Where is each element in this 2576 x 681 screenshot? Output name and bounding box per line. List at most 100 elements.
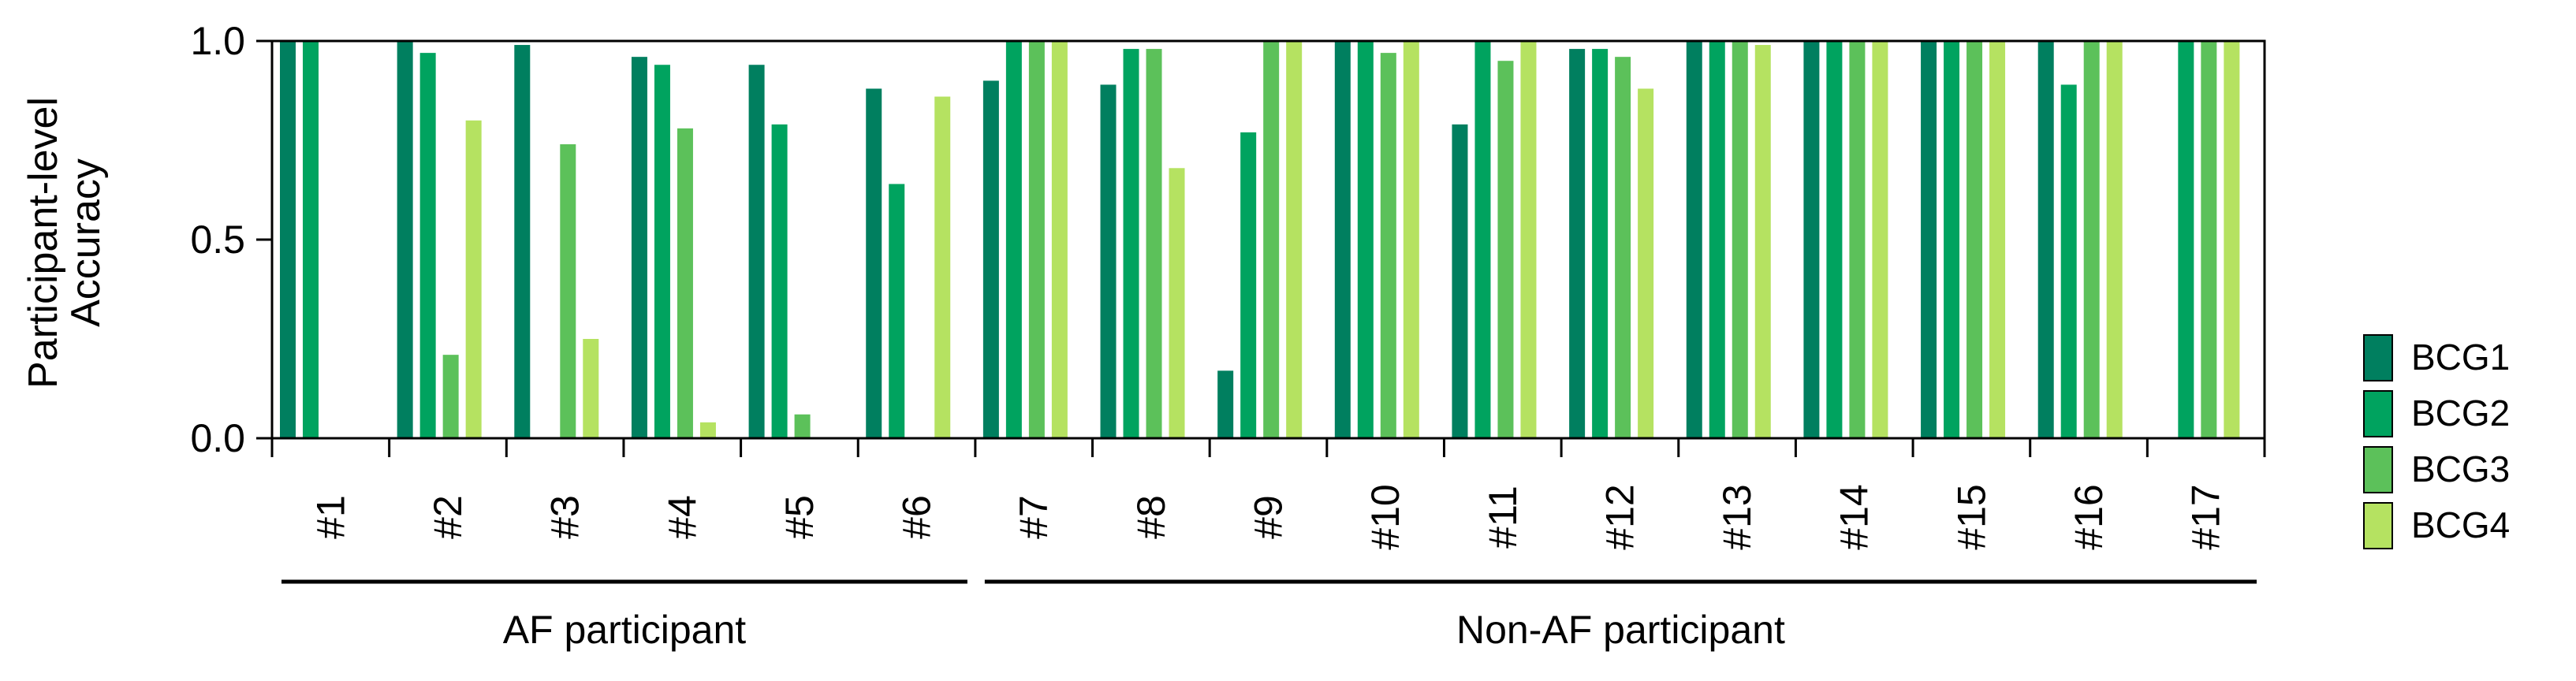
bar-bcg2-p13	[1709, 41, 1725, 438]
bar-bcg4-p16	[2106, 41, 2123, 438]
bar-bcg3-p4	[677, 128, 693, 438]
y-tick-label: 1.0	[190, 19, 245, 63]
bar-bcg3-p17	[2201, 41, 2217, 438]
bar-bcg4-p10	[1403, 41, 1419, 438]
bar-bcg2-p9	[1240, 132, 1257, 439]
bar-bcg2-p17	[2178, 41, 2194, 438]
group-label: AF participant	[503, 608, 747, 652]
y-tick-label: 0.5	[190, 218, 245, 262]
x-category-label: #3	[543, 495, 587, 539]
legend: BCG1 BCG2 BCG3 BCG4	[2363, 334, 2510, 549]
x-category-label: #4	[660, 495, 704, 539]
bar-bcg2-p4	[654, 65, 670, 439]
bar-bcg4-p11	[1520, 41, 1537, 438]
legend-label-bcg2: BCG2	[2411, 393, 2510, 434]
bar-bcg4-p14	[1872, 41, 1888, 438]
bar-bcg4-p3	[583, 339, 599, 438]
y-axis-label-line-1: Participant-level	[21, 97, 66, 389]
bar-bcg1-p6	[866, 88, 882, 438]
bar-bcg4-p2	[465, 120, 482, 439]
bar-bcg2-p10	[1357, 41, 1374, 438]
bar-bcg3-p2	[442, 355, 459, 438]
bar-bcg1-p7	[982, 80, 999, 439]
bar-bcg3-p7	[1028, 41, 1045, 438]
bar-bcg1-p5	[748, 65, 765, 439]
x-category-label: #5	[777, 495, 822, 539]
x-category-label: #2	[426, 495, 470, 539]
y-axis-label-line-2: Accuracy	[63, 158, 109, 327]
bar-bcg2-p8	[1123, 49, 1139, 439]
bar-bcg2-p5	[771, 124, 788, 438]
bar-bcg3-p16	[2083, 41, 2100, 438]
x-category-label: #10	[1363, 484, 1407, 549]
legend-label-bcg3: BCG3	[2411, 448, 2510, 489]
legend-swatch-bcg1	[2363, 334, 2393, 381]
bar-bcg3-p11	[1497, 61, 1514, 438]
x-category-label: #16	[2067, 484, 2111, 549]
legend-label-bcg4: BCG4	[2411, 504, 2510, 545]
x-category-label: #12	[1597, 484, 1642, 549]
bar-bcg1-p11	[1452, 124, 1468, 438]
bar-bcg2-p2	[419, 53, 436, 439]
bar-bcg3-p15	[1966, 41, 1983, 438]
bar-bcg2-p14	[1826, 41, 1843, 438]
y-tick-label: 0.0	[190, 416, 245, 460]
bar-bcg4-p4	[699, 422, 716, 438]
bar-bcg1-p2	[397, 41, 413, 438]
bar-bcg3-p3	[560, 144, 576, 439]
bar-bcg2-p16	[2060, 84, 2077, 438]
x-category-label: #6	[895, 495, 939, 539]
bar-bcg2-p11	[1474, 41, 1491, 438]
bar-bcg2-p15	[1944, 41, 1960, 438]
x-category-label: #15	[1949, 484, 1993, 549]
bar-bcg1-p9	[1217, 370, 1234, 438]
bar-bcg4-p13	[1754, 45, 1771, 438]
x-ticks-layer: #1 #2 #3 #4 #5 #6 #7 #8 #9 #10 #11 #12 #13 #14 #15 #16 #…	[270, 438, 2266, 550]
bar-bcg3-p14	[1849, 41, 1866, 438]
bar-bcg1-p14	[1803, 41, 1820, 438]
bar-bcg4-p17	[2224, 41, 2240, 438]
group-label: Non-AF participant	[1456, 608, 1785, 652]
x-category-label: #9	[1247, 495, 1291, 539]
y-ticks-layer: 0.0 0.5 1.0	[190, 19, 272, 460]
bar-bcg2-p1	[303, 41, 319, 438]
bar-bcg1-p3	[514, 45, 531, 438]
legend-swatch-bcg4	[2363, 502, 2393, 549]
bar-bcg3-p10	[1380, 53, 1396, 439]
bar-bcg3-p13	[1732, 41, 1748, 438]
bar-bcg1-p1	[280, 41, 296, 438]
bars-layer	[280, 41, 2240, 439]
bar-bcg4-p12	[1638, 88, 1654, 438]
x-category-label: #7	[1012, 495, 1056, 539]
legend-label-bcg1: BCG1	[2411, 337, 2510, 378]
bar-bcg1-p16	[2037, 41, 2054, 438]
x-category-label: #11	[1481, 486, 1525, 549]
bar-bcg1-p10	[1334, 41, 1351, 438]
bar-bcg4-p7	[1051, 41, 1068, 438]
legend-swatch-bcg3	[2363, 446, 2393, 493]
bar-bcg3-p9	[1263, 41, 1280, 438]
bar-bcg3-p5	[794, 414, 811, 438]
bar-bcg1-p13	[1686, 41, 1702, 438]
x-category-label: #14	[1832, 484, 1877, 549]
bar-bcg3-p12	[1615, 57, 1631, 438]
bar-bcg2-p6	[889, 184, 905, 438]
bar-bcg1-p4	[631, 57, 647, 438]
bar-bcg4-p6	[934, 96, 951, 438]
bar-bcg1-p12	[1569, 49, 1586, 439]
x-category-label: #8	[1129, 495, 1173, 539]
bar-bcg3-p8	[1146, 49, 1162, 439]
bar-bcg4-p8	[1169, 168, 1185, 438]
bar-bcg1-p15	[1921, 41, 1937, 438]
bar-bcg4-p9	[1286, 41, 1303, 438]
bar-bcg2-p12	[1592, 49, 1609, 439]
bar-bcg1-p8	[1100, 84, 1117, 438]
legend-swatch-bcg2	[2363, 390, 2393, 437]
x-category-label: #1	[308, 495, 352, 539]
x-category-label: #13	[1715, 484, 1759, 549]
bar-bcg2-p7	[1005, 41, 1022, 438]
y-axis-label: Participant-level Accuracy	[21, 97, 109, 389]
x-category-label: #17	[2184, 484, 2228, 549]
bar-bcg4-p15	[1989, 41, 2006, 438]
